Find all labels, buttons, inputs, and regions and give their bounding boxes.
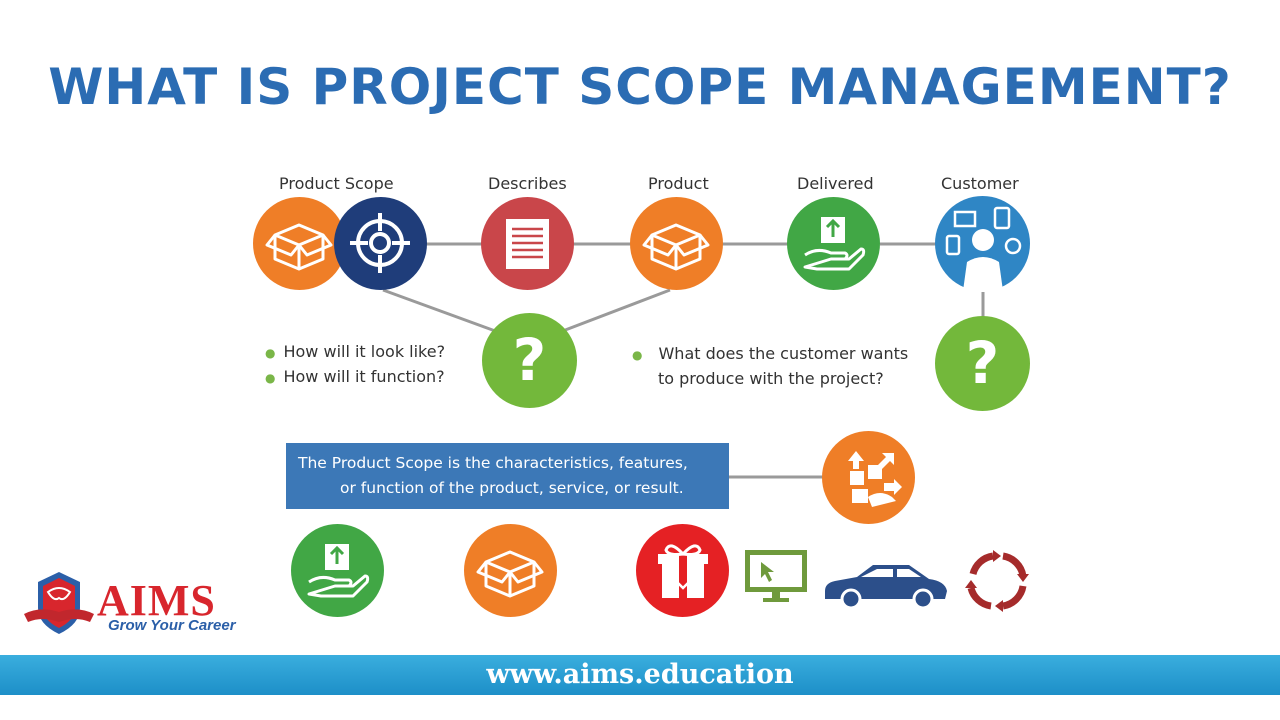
product-questions-list: ● How will it look like? ● How will it fun…	[265, 340, 445, 390]
footer-url: www.aims.education	[486, 659, 794, 690]
question-icon: ?	[935, 316, 1030, 411]
label-customer: Customer	[941, 174, 1019, 193]
label-delivered: Delivered	[797, 174, 874, 193]
aims-logo-emblem	[24, 572, 94, 634]
customer-devices-icon	[935, 196, 1030, 291]
label-product-scope: Product Scope	[279, 174, 394, 193]
list-item: ● How will it look like?	[265, 342, 446, 361]
car-icon	[825, 565, 947, 609]
customer-question: ● What does the customer wants to produce…	[632, 344, 909, 388]
logo-wordmark: AIMS	[97, 576, 216, 625]
label-describes: Describes	[488, 174, 567, 193]
list-item: ● How will it function?	[265, 367, 445, 386]
label-product: Product	[648, 174, 709, 193]
process-flow-icon	[822, 431, 915, 524]
target-crosshair-icon	[334, 197, 427, 290]
footer-bar: www.aims.education	[0, 655, 1280, 695]
delivery-hand-icon	[291, 524, 384, 617]
product-box-icon	[464, 524, 557, 617]
monitor-cursor-icon	[745, 550, 807, 602]
product-scope-definition: The Product Scope is the characteristics…	[286, 443, 729, 509]
gift-icon	[636, 524, 729, 617]
product-box-icon	[253, 197, 346, 290]
product-box-icon	[630, 197, 723, 290]
question-icon: ?	[482, 313, 577, 408]
cycle-arrows-icon	[965, 550, 1029, 612]
logo-tagline: Grow Your Career	[108, 617, 236, 634]
delivery-hand-icon	[787, 197, 880, 290]
document-icon	[481, 197, 574, 290]
slide-title: WHAT IS PROJECT SCOPE MANAGEMENT?	[48, 58, 1232, 116]
